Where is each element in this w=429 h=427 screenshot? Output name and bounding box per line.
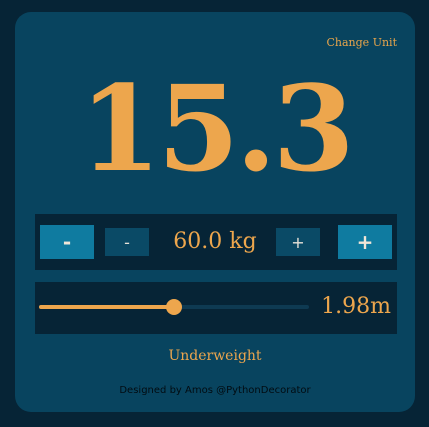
- weight-value: 60.0 kg: [173, 229, 257, 254]
- designer-credit: Designed by Amos @PythonDecorator: [119, 385, 311, 396]
- height-control: 1.98m: [35, 282, 397, 334]
- height-slider-thumb[interactable]: [166, 299, 182, 315]
- bmi-card: Change Unit 15.3 - - 60.0 kg + + 1.98m U…: [15, 12, 415, 412]
- bmi-category: Underweight: [168, 348, 262, 364]
- weight-increase-large-button[interactable]: +: [338, 225, 392, 259]
- height-slider[interactable]: [39, 299, 309, 315]
- height-slider-fill: [39, 305, 174, 309]
- weight-decrease-small-button[interactable]: -: [105, 228, 149, 256]
- weight-control: - - 60.0 kg + +: [35, 214, 397, 270]
- weight-increase-small-button[interactable]: +: [276, 228, 320, 256]
- weight-decrease-large-button[interactable]: -: [40, 225, 94, 259]
- height-value: 1.98m: [321, 294, 391, 319]
- change-unit-link[interactable]: Change Unit: [326, 36, 398, 49]
- bmi-value: 15.3: [79, 59, 354, 198]
